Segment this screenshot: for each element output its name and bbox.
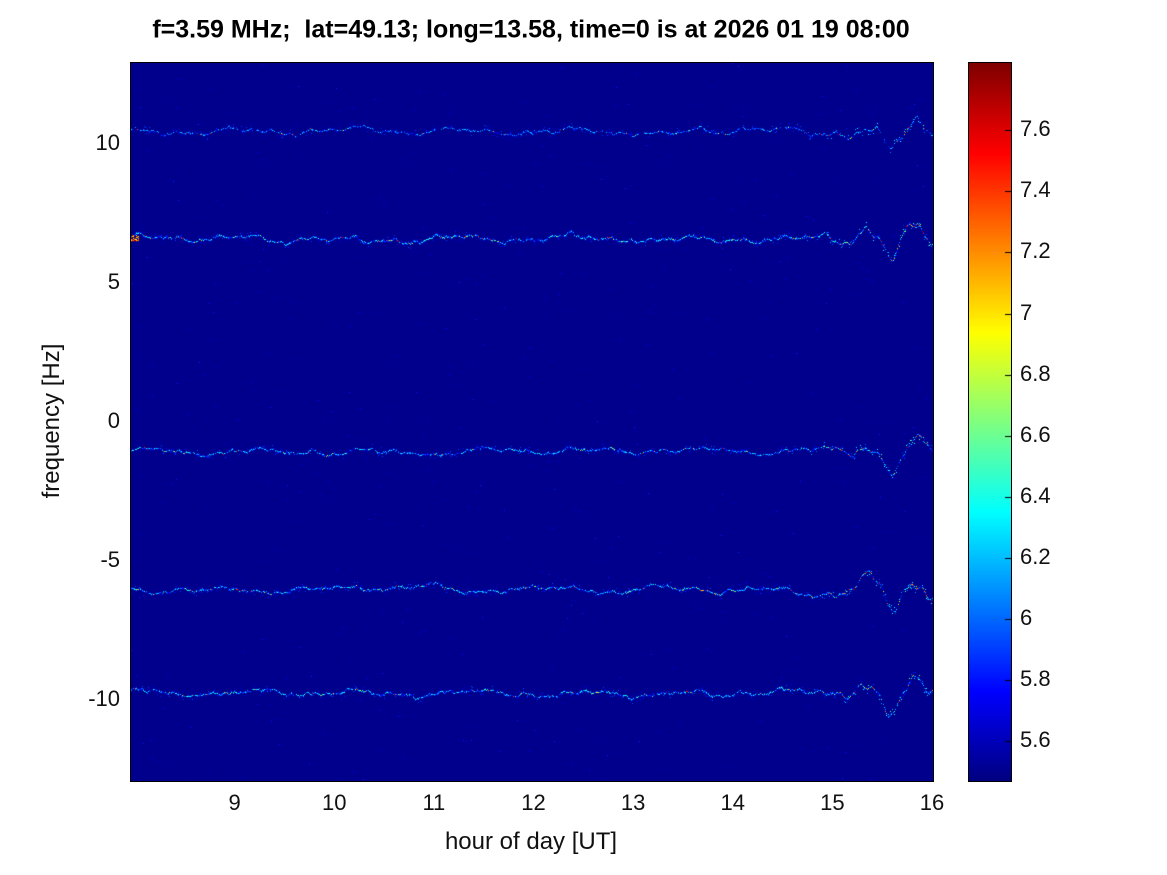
colorbar-tick-label: 6.6 — [1020, 421, 1051, 447]
x-tick-label: 16 — [919, 790, 945, 815]
y-axis-label: frequency [Hz] — [38, 343, 65, 499]
y-tick-label: 5 — [107, 268, 120, 294]
x-tick-label: 11 — [422, 790, 446, 815]
colorbar-tick-label: 6 — [1020, 605, 1033, 631]
colorbar-tick-label: 7.6 — [1020, 116, 1051, 142]
x-tick-label: 9 — [228, 790, 241, 815]
y-tick-label: -10 — [88, 686, 120, 712]
x-tick-label: 15 — [820, 790, 845, 815]
colorbar-tick-label: 5.6 — [1020, 727, 1051, 753]
chart-title: f=3.59 MHz; lat=49.13; long=13.58, time=… — [152, 15, 910, 44]
colorbar-tick-label: 7.2 — [1020, 238, 1051, 264]
colorbar-tick-label: 5.8 — [1020, 666, 1051, 692]
colorbar-tick-label: 6.2 — [1020, 543, 1051, 569]
x-tick-label: 12 — [521, 790, 546, 815]
x-tick-label: 14 — [720, 790, 745, 815]
colorbar-tick-label: 6.8 — [1020, 360, 1051, 386]
colorbar-tick-label: 7.4 — [1020, 177, 1051, 203]
y-tick-label: 10 — [95, 129, 120, 155]
x-tick-label: 10 — [321, 790, 347, 815]
colorbar — [968, 62, 1012, 782]
colorbar-tick-label: 6.4 — [1020, 482, 1051, 508]
colorbar-tick-label: 7 — [1020, 299, 1033, 325]
x-tick-label: 13 — [620, 790, 646, 815]
spectrogram-canvas — [130, 62, 934, 782]
x-axis-label: hour of day [UT] — [444, 828, 618, 855]
y-tick-label: -5 — [100, 547, 120, 573]
y-tick-label: 0 — [107, 408, 120, 433]
